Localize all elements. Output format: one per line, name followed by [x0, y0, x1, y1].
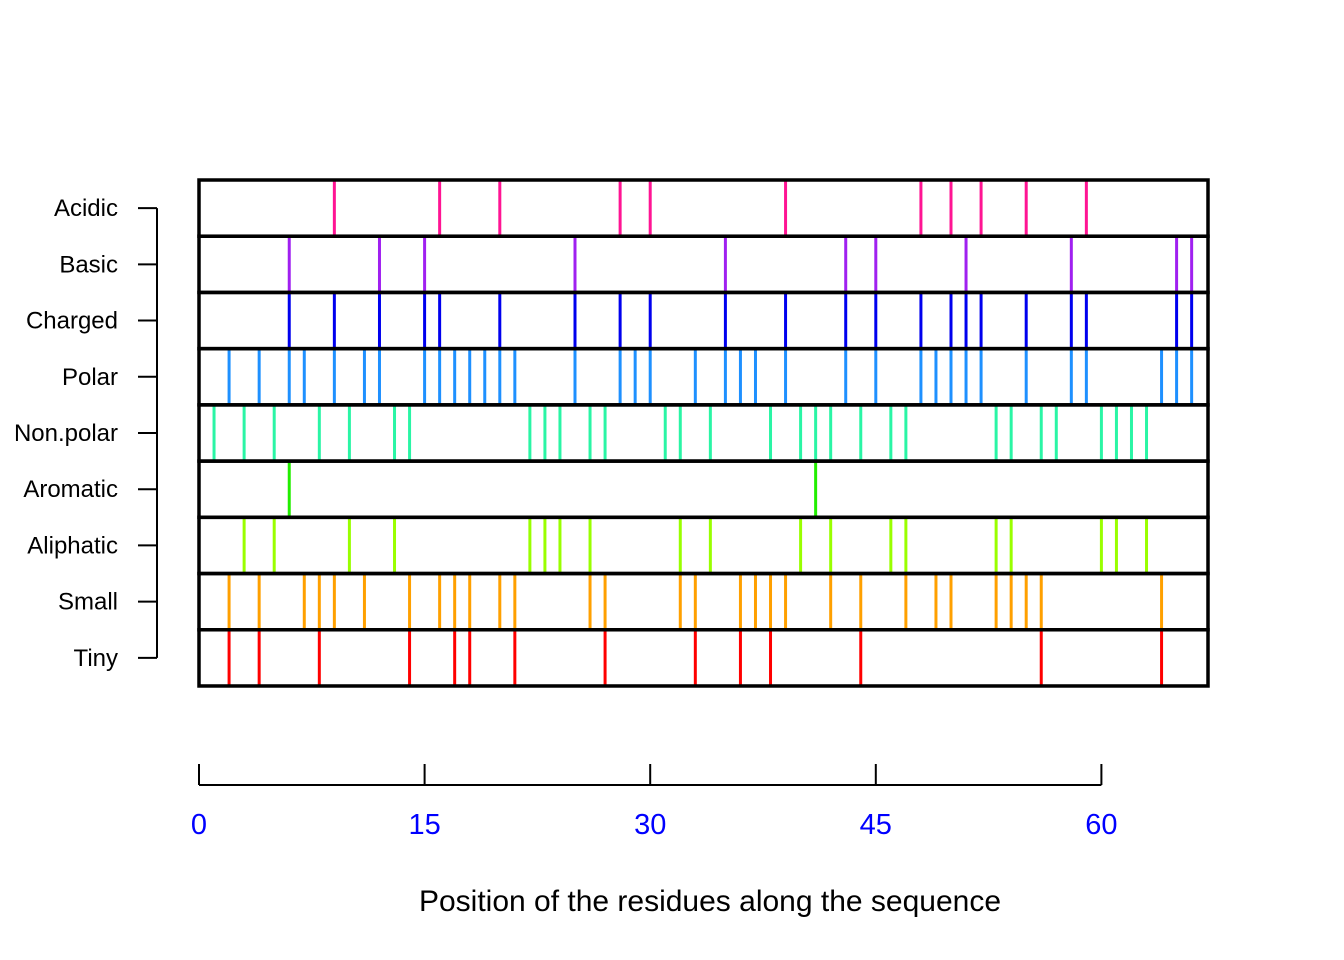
y-label-polar: Polar: [62, 364, 118, 391]
x-tick-label: 45: [860, 809, 892, 841]
x-axis-title: Position of the residues along the seque…: [419, 885, 1001, 918]
x-tick-label: 30: [634, 809, 666, 841]
y-label-acidic: Acidic: [54, 195, 118, 222]
y-label-aromatic: Aromatic: [23, 476, 118, 503]
y-axis: [138, 207, 158, 659]
x-axis: 0 15 30 45 60: [191, 764, 1118, 841]
row-frame-basic: [197, 234, 1210, 295]
x-tick-label: 60: [1085, 809, 1117, 841]
row-frame-small: [197, 571, 1210, 632]
y-label-charged: Charged: [26, 308, 118, 335]
chart-marks: [212, 180, 1194, 686]
y-label-non-polar: Non.polar: [14, 420, 118, 447]
y-label-small: Small: [58, 589, 118, 616]
x-tick-label: 0: [191, 809, 207, 841]
y-label-aliphatic: Aliphatic: [27, 532, 118, 559]
y-label-basic: Basic: [59, 251, 118, 278]
row-frame-tiny: [197, 628, 1210, 688]
row-frame-aromatic: [197, 459, 1210, 520]
x-tick-label: 15: [408, 809, 440, 841]
row-frame-polar: [197, 346, 1210, 407]
y-label-tiny: Tiny: [74, 645, 118, 672]
row-frame-charged: [197, 290, 1210, 351]
row-frame-acidic: [197, 178, 1210, 238]
chart-row-frames: [197, 178, 1210, 688]
y-axis-labels: Acidic Basic Charged Polar Non.polar Aromatic…: [14, 195, 118, 672]
